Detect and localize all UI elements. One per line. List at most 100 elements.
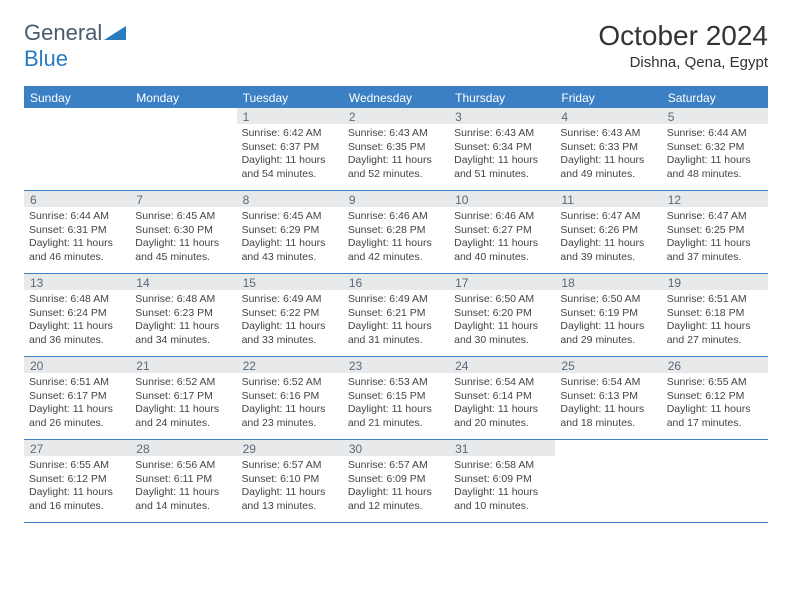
daylight-line: Daylight: 11 hours and 29 minutes.: [560, 320, 656, 347]
sunset-line: Sunset: 6:23 PM: [135, 307, 231, 321]
brand-triangle-icon: [104, 24, 126, 40]
daylight-line: Daylight: 11 hours and 30 minutes.: [454, 320, 550, 347]
day-body: Sunrise: 6:49 AMSunset: 6:21 PMDaylight:…: [343, 290, 449, 352]
daylight-line: Daylight: 11 hours and 45 minutes.: [135, 237, 231, 264]
day-cell: 3Sunrise: 6:43 AMSunset: 6:34 PMDaylight…: [449, 108, 555, 190]
day-body: Sunrise: 6:52 AMSunset: 6:16 PMDaylight:…: [237, 373, 343, 435]
sunset-line: Sunset: 6:11 PM: [135, 473, 231, 487]
day-cell: 27Sunrise: 6:55 AMSunset: 6:12 PMDayligh…: [24, 440, 130, 522]
weekday-header: Friday: [555, 88, 661, 108]
day-cell: 10Sunrise: 6:46 AMSunset: 6:27 PMDayligh…: [449, 191, 555, 273]
day-cell: 31Sunrise: 6:58 AMSunset: 6:09 PMDayligh…: [449, 440, 555, 522]
day-cell: [555, 440, 661, 522]
day-number: 20: [24, 357, 130, 373]
day-number: 15: [237, 274, 343, 290]
day-number: 12: [662, 191, 768, 207]
day-cell: 11Sunrise: 6:47 AMSunset: 6:26 PMDayligh…: [555, 191, 661, 273]
sunset-line: Sunset: 6:34 PM: [454, 141, 550, 155]
sunset-line: Sunset: 6:20 PM: [454, 307, 550, 321]
sunrise-line: Sunrise: 6:47 AM: [667, 210, 763, 224]
weekday-header-row: Sunday Monday Tuesday Wednesday Thursday…: [24, 88, 768, 108]
day-cell: 4Sunrise: 6:43 AMSunset: 6:33 PMDaylight…: [555, 108, 661, 190]
calendar-page: General Blue October 2024 Dishna, Qena, …: [0, 0, 792, 543]
daylight-line: Daylight: 11 hours and 16 minutes.: [29, 486, 125, 513]
brand-logo: General Blue: [24, 20, 126, 72]
day-cell: 5Sunrise: 6:44 AMSunset: 6:32 PMDaylight…: [662, 108, 768, 190]
day-number: 29: [237, 440, 343, 456]
sunrise-line: Sunrise: 6:57 AM: [348, 459, 444, 473]
day-body: Sunrise: 6:47 AMSunset: 6:26 PMDaylight:…: [555, 207, 661, 269]
day-cell: 18Sunrise: 6:50 AMSunset: 6:19 PMDayligh…: [555, 274, 661, 356]
sunset-line: Sunset: 6:22 PM: [242, 307, 338, 321]
day-number: 24: [449, 357, 555, 373]
week-row: 20 Sunrise: 6:51 AM Sunset: 6:17 PM Dayligh…: [24, 357, 768, 440]
sunset-line: Sunset: 6:15 PM: [348, 390, 444, 404]
day-body: [24, 124, 130, 131]
day-number: 31: [449, 440, 555, 456]
day-body: Sunrise: 6:52 AMSunset: 6:17 PMDaylight:…: [130, 373, 236, 435]
day-number: 3: [449, 108, 555, 124]
day-body: Sunrise: 6:46 AMSunset: 6:28 PMDaylight:…: [343, 207, 449, 269]
daylight-line: Daylight: 11 hours and 51 minutes.: [454, 154, 550, 181]
daylight-line: Daylight: 11 hours and 12 minutes.: [348, 486, 444, 513]
day-cell: 14Sunrise: 6:48 AMSunset: 6:23 PMDayligh…: [130, 274, 236, 356]
day-cell: 8Sunrise: 6:45 AMSunset: 6:29 PMDaylight…: [237, 191, 343, 273]
daylight-line: Daylight: 11 hours and 33 minutes.: [242, 320, 338, 347]
day-body: Sunrise: 6:43 AMSunset: 6:35 PMDaylight:…: [343, 124, 449, 186]
daylight-line: Daylight: 11 hours and 36 minutes.: [29, 320, 125, 347]
sunrise-line: Sunrise: 6:47 AM: [560, 210, 656, 224]
day-number: 26: [662, 357, 768, 373]
week-row: 27Sunrise: 6:55 AMSunset: 6:12 PMDayligh…: [24, 440, 768, 523]
day-body: Sunrise: 6:44 AMSunset: 6:31 PMDaylight:…: [24, 207, 130, 269]
day-body: Sunrise: 6:42 AMSunset: 6:37 PMDaylight:…: [237, 124, 343, 186]
sunrise-line: Sunrise: 6:43 AM: [348, 127, 444, 141]
sunset-line: Sunset: 6:09 PM: [348, 473, 444, 487]
sunrise-line: Sunrise: 6:52 AM: [242, 376, 338, 390]
day-cell: 25Sunrise: 6:54 AMSunset: 6:13 PMDayligh…: [555, 357, 661, 439]
day-cell: 19Sunrise: 6:51 AMSunset: 6:18 PMDayligh…: [662, 274, 768, 356]
sunrise-line: Sunrise: 6:54 AM: [454, 376, 550, 390]
sunrise-line: Sunrise: 6:49 AM: [242, 293, 338, 307]
sunrise-line: Sunrise: 6:52 AM: [135, 376, 231, 390]
day-cell: 13Sunrise: 6:48 AMSunset: 6:24 PMDayligh…: [24, 274, 130, 356]
sunset-line: Sunset: 6:09 PM: [454, 473, 550, 487]
brand-text: General Blue: [24, 20, 126, 72]
day-number: 17: [449, 274, 555, 290]
day-body: Sunrise: 6:50 AMSunset: 6:20 PMDaylight:…: [449, 290, 555, 352]
weekday-header: Thursday: [449, 88, 555, 108]
day-body: Sunrise: 6:46 AMSunset: 6:27 PMDaylight:…: [449, 207, 555, 269]
day-number: 21: [130, 357, 236, 373]
page-header: General Blue October 2024 Dishna, Qena, …: [24, 20, 768, 72]
daylight-line: Daylight: 11 hours and 17 minutes.: [667, 403, 763, 430]
sunrise-line: Sunrise: 6:46 AM: [348, 210, 444, 224]
weeks-container: 1Sunrise: 6:42 AMSunset: 6:37 PMDaylight…: [24, 108, 768, 523]
day-cell: 16Sunrise: 6:49 AMSunset: 6:21 PMDayligh…: [343, 274, 449, 356]
sunset-line: Sunset: 6:35 PM: [348, 141, 444, 155]
day-body: Sunrise: 6:53 AMSunset: 6:15 PMDaylight:…: [343, 373, 449, 435]
day-body: Sunrise: 6:50 AMSunset: 6:19 PMDaylight:…: [555, 290, 661, 352]
calendar-grid: Sunday Monday Tuesday Wednesday Thursday…: [24, 86, 768, 523]
daylight-line: Daylight: 11 hours and 18 minutes.: [560, 403, 656, 430]
daylight-line: Daylight: 11 hours and 40 minutes.: [454, 237, 550, 264]
day-cell: 22Sunrise: 6:52 AMSunset: 6:16 PMDayligh…: [237, 357, 343, 439]
day-number: 5: [662, 108, 768, 124]
day-body: Sunrise: 6:49 AMSunset: 6:22 PMDaylight:…: [237, 290, 343, 352]
daylight-line: Daylight: 11 hours and 52 minutes.: [348, 154, 444, 181]
day-body: Sunrise: 6:44 AMSunset: 6:32 PMDaylight:…: [662, 124, 768, 186]
location-label: Dishna, Qena, Egypt: [598, 54, 768, 71]
day-body: Sunrise: 6:45 AMSunset: 6:29 PMDaylight:…: [237, 207, 343, 269]
sunrise-line: Sunrise: 6:51 AM: [29, 376, 125, 390]
day-cell: 7Sunrise: 6:45 AMSunset: 6:30 PMDaylight…: [130, 191, 236, 273]
sunrise-line: Sunrise: 6:55 AM: [29, 459, 125, 473]
day-number: [24, 108, 130, 124]
sunset-line: Sunset: 6:17 PM: [135, 390, 231, 404]
day-cell: 2Sunrise: 6:43 AMSunset: 6:35 PMDaylight…: [343, 108, 449, 190]
daylight-line: Daylight: 11 hours and 14 minutes.: [135, 486, 231, 513]
sunrise-line: Sunrise: 6:43 AM: [560, 127, 656, 141]
day-number: 28: [130, 440, 236, 456]
sunrise-line: Sunrise: 6:56 AM: [135, 459, 231, 473]
week-row: 6Sunrise: 6:44 AMSunset: 6:31 PMDaylight…: [24, 191, 768, 274]
sunset-line: Sunset: 6:30 PM: [135, 224, 231, 238]
sunrise-line: Sunrise: 6:58 AM: [454, 459, 550, 473]
sunset-line: Sunset: 6:21 PM: [348, 307, 444, 321]
